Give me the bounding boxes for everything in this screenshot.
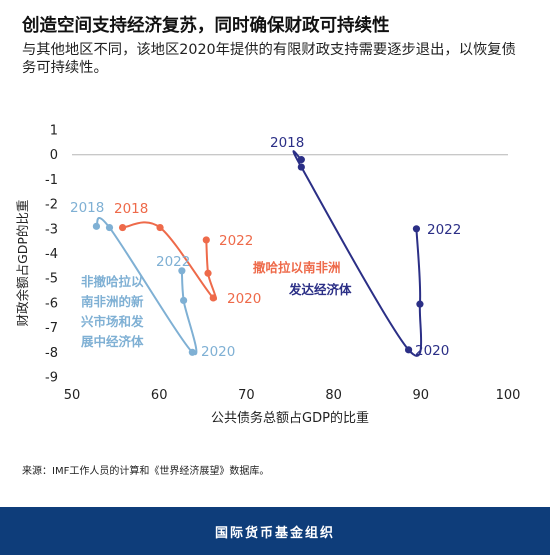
y-tick-label: -3 bbox=[45, 222, 58, 237]
y-tick-label: 0 bbox=[50, 148, 58, 163]
year-label: 2022 bbox=[156, 254, 190, 270]
year-label: 2020 bbox=[415, 343, 449, 359]
series-label-line: 非撤哈拉以 bbox=[81, 274, 144, 289]
x-tick-label: 70 bbox=[238, 388, 255, 403]
data-point-2022 bbox=[202, 236, 210, 244]
data-point-2021 bbox=[416, 300, 424, 308]
series-label-line: 兴市场和发 bbox=[81, 314, 144, 329]
year-label: 2020 bbox=[227, 291, 261, 307]
data-point-2022 bbox=[412, 225, 421, 233]
data-point-2019 bbox=[297, 163, 305, 171]
year-label: 2018 bbox=[70, 200, 104, 216]
y-tick-label: -1 bbox=[45, 173, 58, 188]
footer-bar: 国际货币基金组织 bbox=[0, 507, 550, 555]
data-point-2021 bbox=[180, 296, 188, 305]
chart-subtitle: 与其他地区不同，该地区2020年提供的有限财政支持需要逐步退出，以恢复债务可持续… bbox=[22, 42, 516, 76]
data-point-2018 bbox=[297, 156, 305, 164]
axes: 1 0 -1 -2 -3 -4 -5 -6 -7 -8 -9 50 60 70 80 90 100 公共债务总额占… bbox=[15, 124, 520, 427]
footer-label: 国际货币基金组织 bbox=[214, 525, 335, 541]
x-tick-label: 90 bbox=[413, 388, 430, 403]
chart-title: 创造空间支持经济复苏，同时确保财政可持续性 bbox=[22, 16, 390, 36]
y-axis-label: 财政余额占GDP的比重 bbox=[15, 200, 30, 327]
data-point-2019 bbox=[105, 223, 114, 232]
x-tick-label: 60 bbox=[151, 388, 168, 403]
data-point-2020 bbox=[188, 348, 196, 356]
year-label: 2018 bbox=[114, 201, 148, 217]
data-point-2018 bbox=[92, 222, 101, 230]
data-point-2021 bbox=[204, 269, 212, 277]
x-tick-label: 100 bbox=[496, 388, 521, 403]
y-tick-label: -9 bbox=[45, 371, 58, 386]
year-label: 2022 bbox=[427, 222, 461, 238]
y-tick-label: -5 bbox=[45, 272, 58, 287]
year-label: 2018 bbox=[270, 135, 304, 151]
y-tick-label: -8 bbox=[45, 346, 58, 361]
series-label-line: 南非洲的新 bbox=[81, 294, 144, 309]
y-tick-label: -7 bbox=[45, 321, 58, 336]
series-label: 撒哈拉以南非洲 bbox=[253, 260, 341, 275]
series-label-line: 展中经济体 bbox=[81, 334, 144, 349]
y-tick-label: 1 bbox=[50, 124, 58, 139]
data-point-2019 bbox=[156, 223, 164, 232]
data-point-2020 bbox=[404, 346, 413, 354]
data-point-2022 bbox=[178, 267, 186, 275]
year-label: 2020 bbox=[201, 344, 235, 360]
series-line bbox=[292, 150, 423, 357]
x-axis-label: 公共债务总额占GDP的比重 bbox=[211, 410, 369, 426]
y-tick-label: -2 bbox=[45, 198, 58, 213]
source-note: 来源：IMF工作人员的计算和《世界经济展望》数据库。 bbox=[22, 466, 270, 477]
x-tick-label: 80 bbox=[325, 388, 342, 403]
y-tick-label: -4 bbox=[45, 247, 58, 262]
data-point-2020 bbox=[209, 294, 217, 302]
series-layer bbox=[92, 150, 424, 357]
x-tick-label: 50 bbox=[64, 388, 81, 403]
chart: 1 0 -1 -2 -3 -4 -5 -6 -7 -8 -9 50 60 70 80 90 100 公共债务总额占… bbox=[15, 124, 520, 427]
series-label: 发达经济体 bbox=[288, 282, 352, 297]
data-point-2018 bbox=[118, 223, 127, 232]
y-tick-label: -6 bbox=[45, 296, 58, 311]
year-label: 2022 bbox=[219, 233, 253, 249]
